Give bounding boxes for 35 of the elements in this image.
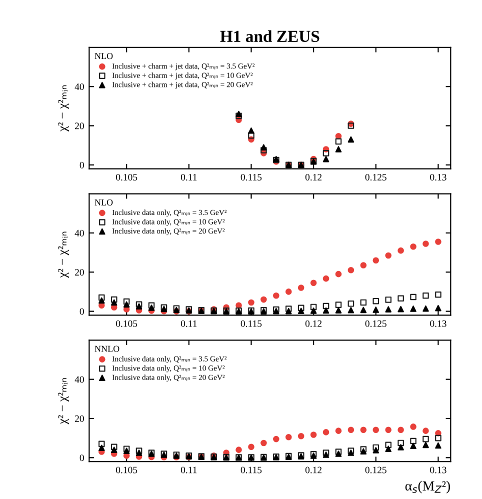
x-tick-label: 0.13 — [430, 174, 446, 181]
y-tick-label: 20 — [75, 122, 84, 130]
x-tick-label: 0.12 — [305, 320, 322, 327]
legend-title: NLO — [94, 199, 113, 206]
x-tick-label: 0.12 — [305, 466, 322, 474]
y-tick-label: 40 — [74, 230, 84, 236]
x-tick-label: 0.11 — [180, 174, 197, 181]
x-tick-label: 0.115 — [240, 320, 262, 327]
x-tick-label: 0.12 — [305, 174, 322, 181]
x-tick-label: 0.125 — [365, 320, 386, 327]
x-tick-label: 0.125 — [365, 466, 386, 474]
x-tick-label: 0.11 — [180, 320, 197, 327]
y-tick-label: 20 — [75, 269, 84, 276]
x-tick-label: 0.105 — [116, 466, 138, 474]
x-tick-label: 0.13 — [430, 320, 446, 327]
x-axis-title: α$_{s}$(M$_{Z}$²) — [405, 480, 450, 494]
x-tick-label: 0.105 — [116, 174, 138, 181]
x-tick-label: 0.13 — [430, 466, 446, 474]
legend-title: NNLO — [94, 346, 120, 352]
y-tick-label: 0 — [80, 454, 84, 462]
legend-title: NLO — [94, 53, 113, 60]
x-tick-label: 0.105 — [116, 320, 138, 327]
x-tick-label: 0.11 — [180, 466, 197, 474]
chart-title: H1 and ZEUS — [220, 30, 320, 42]
y-axis-title: χ² − χ²ₘᵢₙ — [58, 232, 70, 278]
x-tick-label: 0.115 — [240, 466, 262, 474]
y-axis-title: χ² − χ²ₘᵢₙ — [58, 85, 70, 132]
y-tick-label: 40 — [74, 83, 84, 90]
y-tick-label: 0 — [80, 162, 84, 168]
y-tick-label: 0 — [80, 308, 84, 315]
y-tick-label: 40 — [74, 376, 84, 383]
y-axis-title: χ² − χ²ₘᵢₙ — [58, 378, 70, 424]
x-tick-label: 0.115 — [240, 174, 262, 181]
x-tick-label: 0.125 — [365, 174, 386, 181]
y-tick-label: 20 — [75, 415, 84, 422]
